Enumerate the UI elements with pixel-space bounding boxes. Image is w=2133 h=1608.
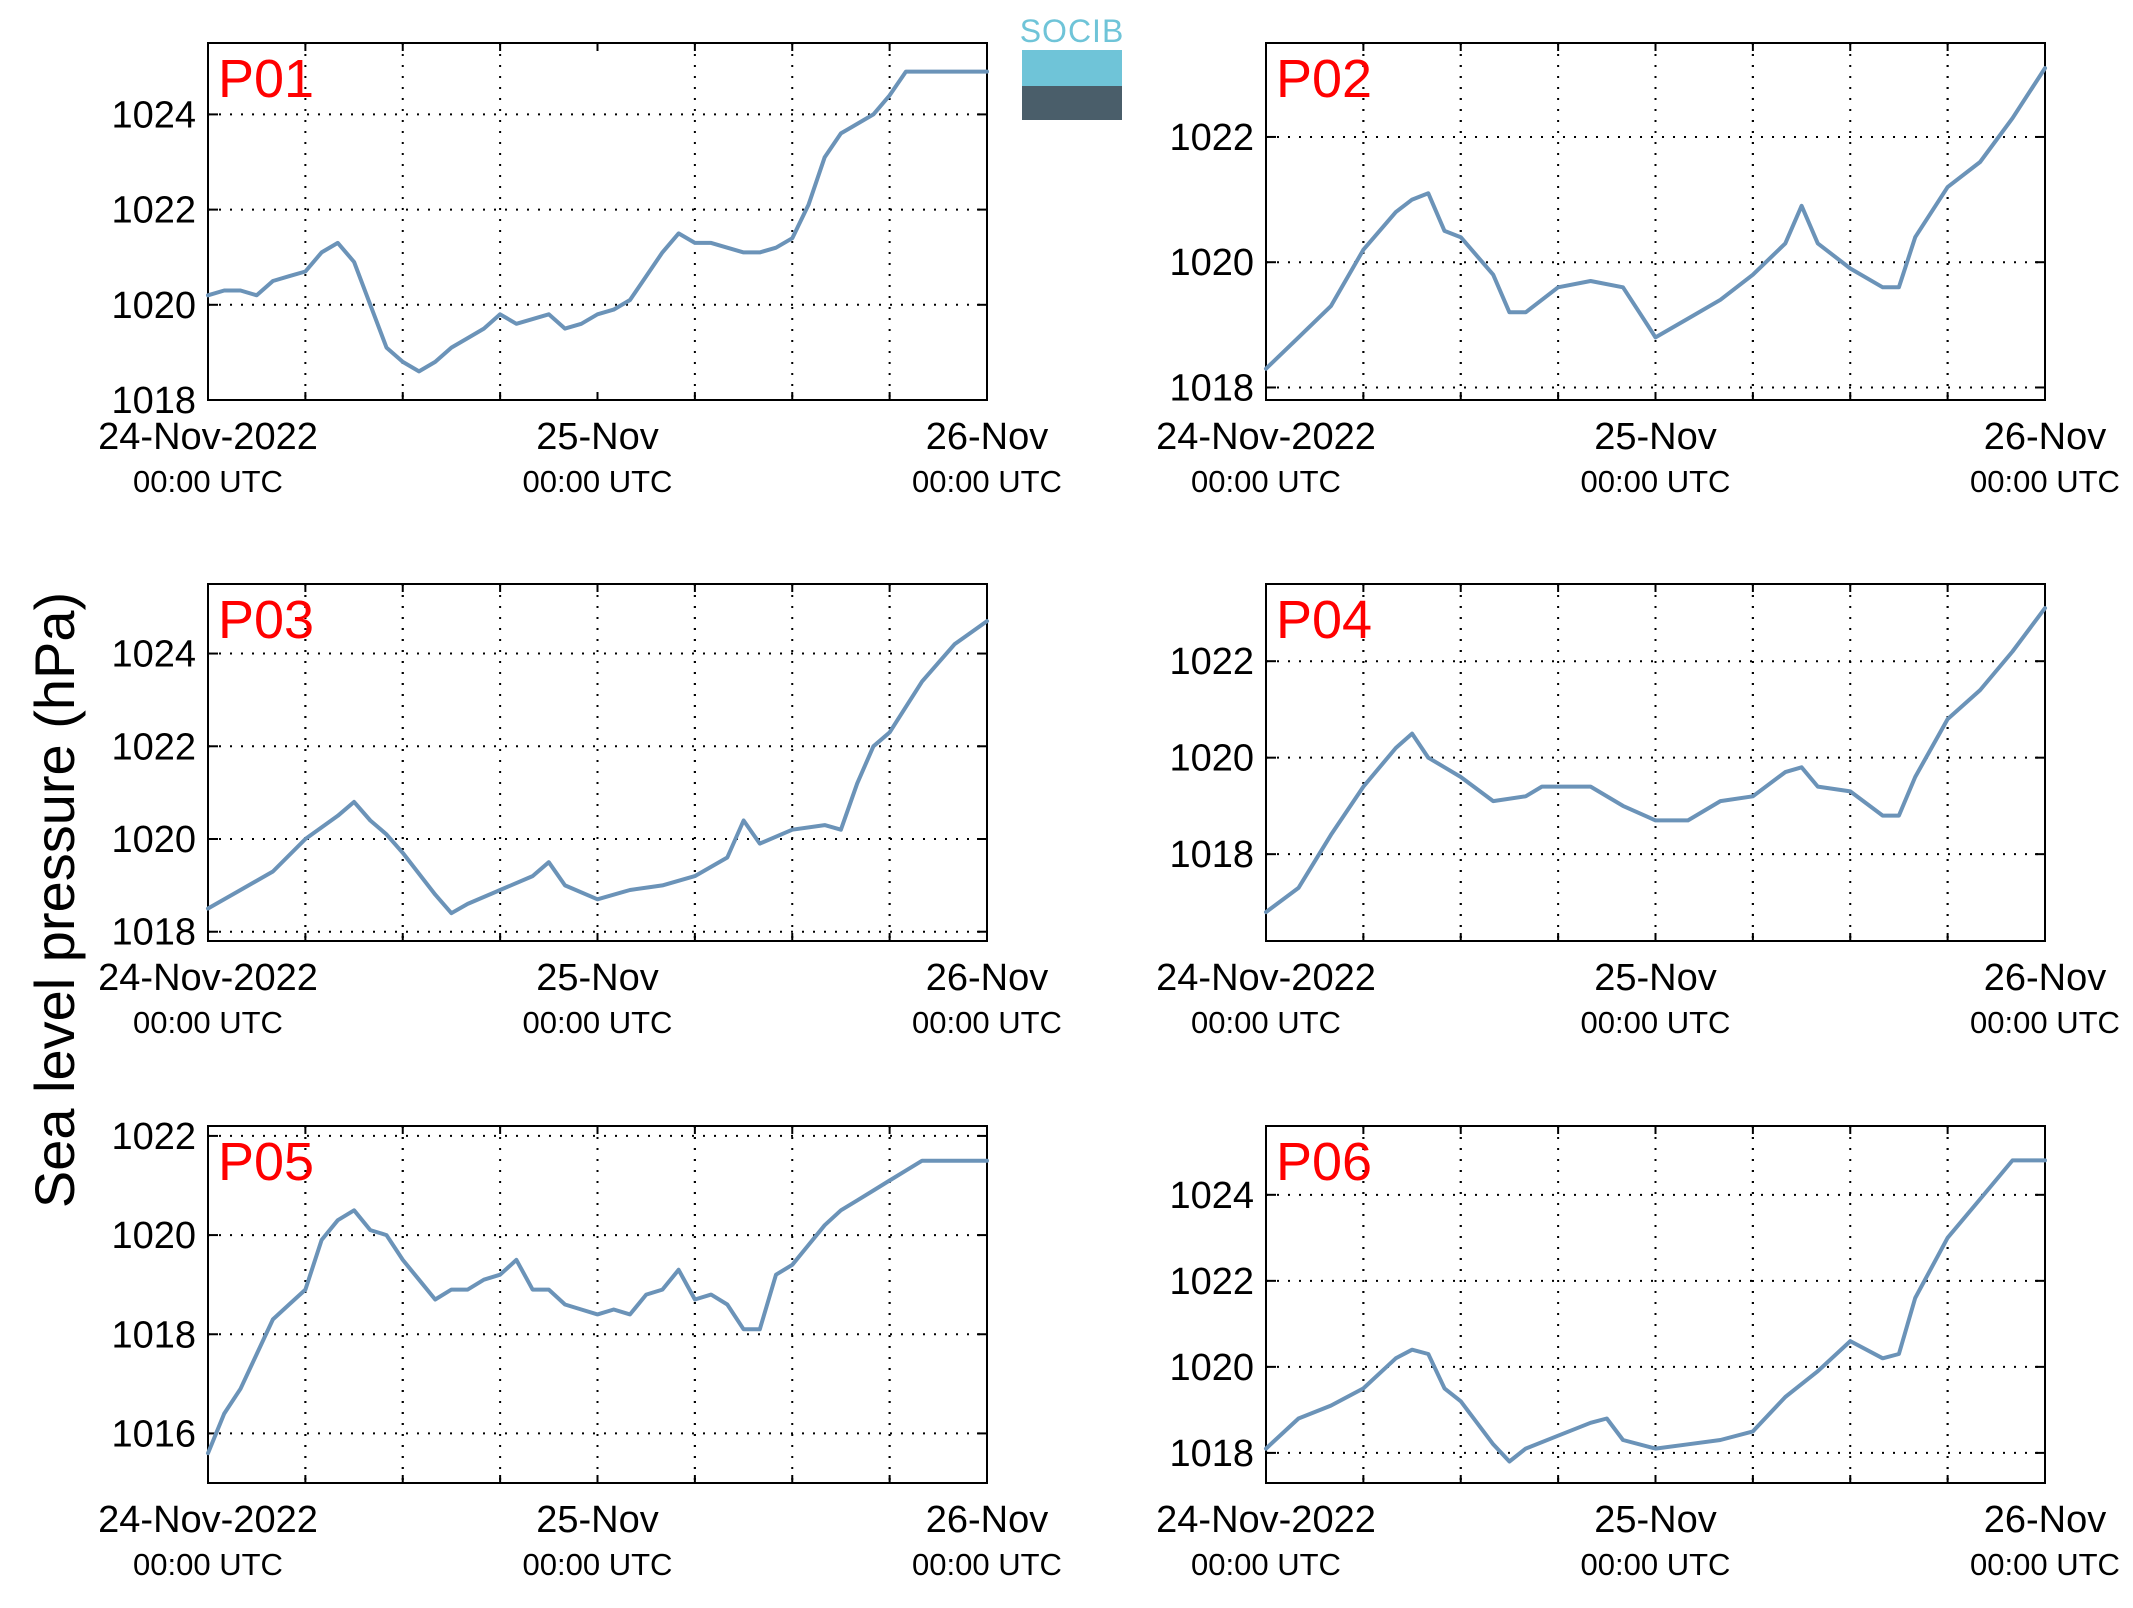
y-tick-label: 1018: [111, 912, 196, 954]
y-axis-label: Sea level pressure (hPa): [23, 592, 86, 1208]
x-tick-sublabel: 00:00 UTC: [133, 464, 283, 499]
panel-label: P04: [1276, 590, 1372, 650]
x-tick-label: 25-Nov: [536, 416, 659, 458]
x-tick-sublabel: 00:00 UTC: [912, 464, 1062, 499]
series-line-p04: [1264, 606, 2047, 915]
series-line-p05: [206, 1158, 989, 1456]
x-tick-sublabel: 00:00 UTC: [523, 464, 673, 499]
y-tick-label: 1020: [1169, 242, 1254, 284]
series-line-p06: [1264, 1158, 2047, 1464]
x-tick-sublabel: 00:00 UTC: [523, 1547, 673, 1582]
logo-bottom-band: [1022, 86, 1122, 120]
panel-p04: 1018 1020 1022 24-Nov-2022 00:00 UTC 25-Nov 00…: [1156, 583, 2120, 1040]
y-tick-label: 1022: [1169, 1261, 1254, 1303]
y-tick-label: 1018: [111, 1314, 196, 1356]
series-line-p02: [1264, 66, 2047, 371]
y-tick-label: 1020: [1169, 1347, 1254, 1389]
axes-box: [207, 42, 988, 401]
x-tick-label: 24-Nov-2022: [1156, 416, 1376, 458]
panel-p02: 1018 1020 1022 24-Nov-2022 00:00 UTC 25-Nov 00…: [1156, 42, 2120, 499]
x-tick-label: 25-Nov: [1594, 1499, 1717, 1541]
logo-text: SOCIB: [1020, 13, 1125, 49]
x-tick-label: 24-Nov-2022: [1156, 1499, 1376, 1541]
y-tick-label: 1022: [1169, 641, 1254, 683]
axes-box: [1265, 1125, 2046, 1484]
y-tick-label: 1020: [111, 1215, 196, 1257]
panel-p03: 1018 1020 1022 1024 24-Nov-2022 00:00 UTC 25-N…: [98, 583, 1062, 1040]
series-line-p01: [206, 69, 989, 374]
panel-label: P05: [218, 1132, 314, 1192]
axes-box: [207, 1125, 988, 1484]
y-tick-label: 1018: [1169, 367, 1254, 409]
x-tick-sublabel: 00:00 UTC: [523, 1005, 673, 1040]
socib-logo: SOCIB: [1020, 13, 1125, 120]
x-tick-label: 26-Nov: [1984, 1499, 2107, 1541]
x-tick-label: 26-Nov: [1984, 957, 2107, 999]
x-tick-label: 26-Nov: [1984, 416, 2107, 458]
axes-box: [207, 583, 988, 942]
y-tick-label: 1024: [1169, 1175, 1254, 1217]
y-tick-label: 1018: [1169, 1433, 1254, 1475]
x-tick-sublabel: 00:00 UTC: [1581, 1005, 1731, 1040]
y-tick-label: 1022: [111, 190, 196, 232]
x-tick-label: 24-Nov-2022: [1156, 957, 1376, 999]
x-tick-sublabel: 00:00 UTC: [1970, 464, 2120, 499]
x-tick-sublabel: 00:00 UTC: [1191, 1547, 1341, 1582]
x-tick-label: 25-Nov: [1594, 957, 1717, 999]
x-tick-label: 26-Nov: [926, 416, 1049, 458]
panel-p06: 1018 1020 1022 1024 24-Nov-2022 00:00 UTC 25-N…: [1156, 1125, 2120, 1582]
x-tick-sublabel: 00:00 UTC: [1191, 464, 1341, 499]
y-tick-label: 1016: [111, 1413, 196, 1455]
x-tick-sublabel: 00:00 UTC: [1581, 464, 1731, 499]
logo-top-band: [1022, 50, 1122, 86]
x-tick-label: 24-Nov-2022: [98, 957, 318, 999]
panel-p05: 1016 1018 1020 1022 24-Nov-2022 00:00 UTC 25-N…: [98, 1116, 1062, 1582]
x-tick-sublabel: 00:00 UTC: [912, 1005, 1062, 1040]
panel-p01: 1018 1020 1022 1024 24-Nov-2022 00:00 UTC 25-N…: [98, 42, 1062, 499]
panel-label: P06: [1276, 1132, 1372, 1192]
y-tick-label: 1024: [111, 634, 196, 676]
panel-label: P02: [1276, 49, 1372, 109]
y-tick-label: 1020: [111, 285, 196, 327]
y-tick-label: 1018: [1169, 834, 1254, 876]
y-tick-label: 1022: [1169, 117, 1254, 159]
x-tick-sublabel: 00:00 UTC: [133, 1547, 283, 1582]
x-tick-label: 26-Nov: [926, 957, 1049, 999]
panels: 1018 1020 1022 1024 24-Nov-2022 00:00 UTC 25-N…: [98, 42, 2120, 1582]
y-tick-label: 1022: [111, 726, 196, 768]
x-tick-label: 24-Nov-2022: [98, 416, 318, 458]
x-tick-sublabel: 00:00 UTC: [1191, 1005, 1341, 1040]
y-tick-label: 1020: [1169, 738, 1254, 780]
y-tick-label: 1018: [111, 380, 196, 422]
x-tick-sublabel: 00:00 UTC: [1970, 1547, 2120, 1582]
y-tick-label: 1022: [111, 1116, 196, 1158]
x-tick-label: 24-Nov-2022: [98, 1499, 318, 1541]
x-tick-sublabel: 00:00 UTC: [1970, 1005, 2120, 1040]
y-tick-label: 1024: [111, 94, 196, 136]
panel-label: P03: [218, 590, 314, 650]
x-tick-label: 26-Nov: [926, 1499, 1049, 1541]
panel-label: P01: [218, 49, 314, 109]
x-tick-sublabel: 00:00 UTC: [912, 1547, 1062, 1582]
x-tick-label: 25-Nov: [536, 1499, 659, 1541]
x-tick-sublabel: 00:00 UTC: [133, 1005, 283, 1040]
x-tick-label: 25-Nov: [536, 957, 659, 999]
axes-box: [1265, 42, 2046, 401]
series-line-p03: [206, 619, 989, 916]
x-tick-sublabel: 00:00 UTC: [1581, 1547, 1731, 1582]
y-tick-label: 1020: [111, 819, 196, 861]
x-tick-label: 25-Nov: [1594, 416, 1717, 458]
